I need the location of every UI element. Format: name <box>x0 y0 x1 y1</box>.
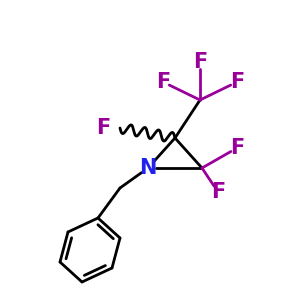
Text: F: F <box>230 138 244 158</box>
Text: F: F <box>230 72 244 92</box>
Text: F: F <box>96 118 110 138</box>
Text: F: F <box>156 72 170 92</box>
Text: N: N <box>139 158 157 178</box>
Text: F: F <box>211 182 225 202</box>
Text: F: F <box>193 52 207 72</box>
